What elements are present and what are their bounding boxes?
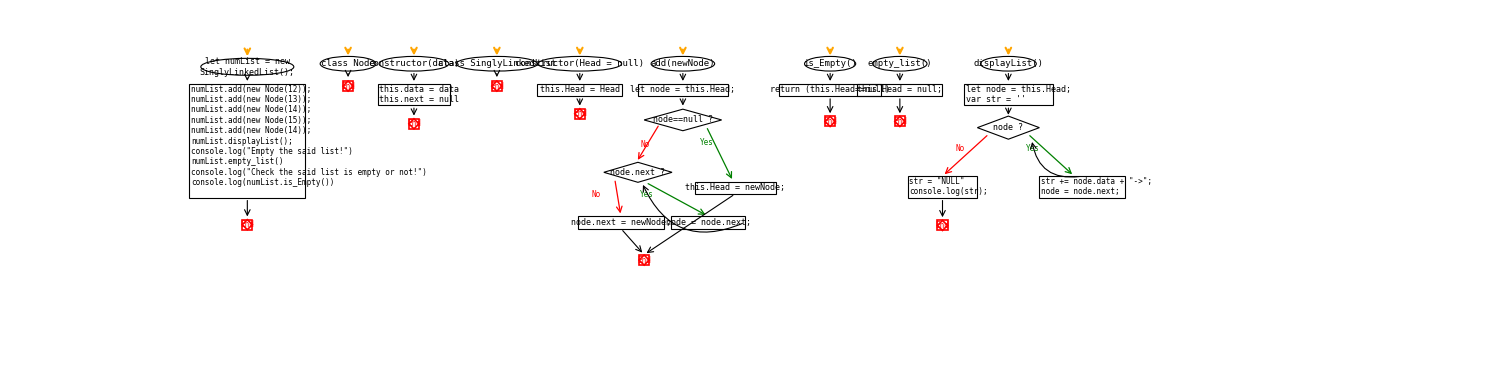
Text: End: End	[341, 82, 354, 90]
Text: End: End	[407, 119, 422, 128]
Text: node==null ?: node==null ?	[653, 115, 713, 124]
Text: No: No	[592, 190, 601, 199]
Text: End: End	[893, 117, 907, 126]
Text: node.next ?: node.next ?	[610, 168, 665, 177]
Text: this.data = data
this.next = null: this.data = data this.next = null	[380, 85, 459, 104]
Text: str = "NULL"
console.log(str);: str = "NULL" console.log(str);	[909, 177, 988, 196]
Text: add(newNode): add(newNode)	[650, 59, 715, 68]
Text: Yes: Yes	[1026, 144, 1039, 153]
Text: No: No	[955, 144, 964, 153]
Text: Yes: Yes	[640, 190, 653, 199]
Text: numList.add(new Node(12));
numList.add(new Node(13));
numList.add(new Node(14));: numList.add(new Node(12)); numList.add(n…	[191, 85, 426, 187]
Text: displayList(): displayList()	[973, 59, 1044, 68]
Text: End: End	[824, 117, 837, 126]
Text: End: End	[241, 220, 254, 229]
Text: empty_list(): empty_list()	[867, 59, 931, 68]
Text: str += node.data + "->";
node = node.next;: str += node.data + "->"; node = node.nex…	[1041, 177, 1153, 196]
Text: let node = this.Head;
var str = '': let node = this.Head; var str = ''	[966, 85, 1070, 104]
Text: constructor(Head = null): constructor(Head = null)	[516, 59, 644, 68]
Text: No: No	[640, 140, 649, 149]
Text: node = node.next;: node = node.next;	[665, 218, 750, 227]
Text: this.Head = newNode;: this.Head = newNode;	[685, 183, 785, 192]
Text: this.Head = null;: this.Head = null;	[857, 85, 942, 94]
Text: End: End	[490, 82, 504, 90]
Text: let node = this.Head;: let node = this.Head;	[631, 85, 736, 94]
Text: constructor(data): constructor(data)	[368, 59, 459, 68]
Text: let numList = new
SinglyLinkedList();: let numList = new SinglyLinkedList();	[200, 57, 295, 76]
Text: this.Head = Head: this.Head = Head	[540, 85, 620, 94]
Text: node ?: node ?	[993, 123, 1024, 132]
Text: class SinglyLinkedList: class SinglyLinkedList	[438, 59, 556, 68]
Text: is_Empty(): is_Empty()	[803, 59, 857, 68]
Text: return (this.Head==null): return (this.Head==null)	[770, 85, 890, 94]
Text: node.next = newNode;: node.next = newNode;	[571, 218, 671, 227]
Text: End: End	[936, 221, 949, 230]
Text: End: End	[637, 255, 650, 264]
Text: End: End	[573, 109, 586, 118]
Text: Yes: Yes	[700, 138, 713, 147]
Text: class Node: class Node	[321, 59, 375, 68]
